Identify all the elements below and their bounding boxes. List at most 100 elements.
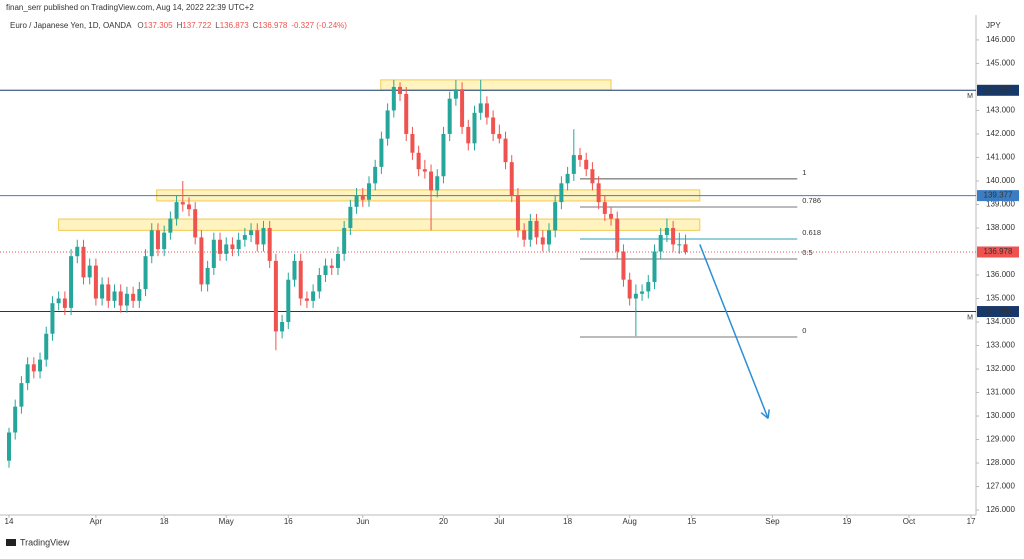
candle-body	[211, 239, 216, 268]
zone	[58, 218, 701, 231]
candle-body	[466, 126, 471, 144]
legend-change: -0.327 (-0.24%)	[291, 21, 347, 30]
candle-body	[44, 333, 49, 360]
x-tick-label: Sep	[765, 517, 780, 526]
candle-body	[435, 176, 440, 191]
legend-value: 137.722	[182, 21, 211, 30]
publisher: finan_serr published on TradingView.com,…	[6, 3, 254, 12]
legend-key: H	[177, 21, 183, 30]
candle-body	[143, 256, 148, 290]
candle-body	[596, 183, 601, 203]
candle-body	[565, 173, 570, 184]
y-tick-label: 129.000	[986, 435, 1015, 444]
candle-body	[255, 230, 260, 245]
candle-body	[366, 183, 371, 200]
candle-body	[584, 159, 589, 170]
candle-body	[25, 364, 30, 384]
candle-body	[522, 230, 527, 240]
candle-body	[180, 202, 185, 205]
candle-body	[571, 155, 576, 174]
y-tick-label: 132.000	[986, 364, 1015, 373]
candle-body	[627, 279, 632, 299]
y-axis-label: JPY	[986, 21, 1001, 30]
candle-body	[534, 220, 539, 238]
candle-body	[335, 253, 340, 268]
candle-body	[304, 298, 309, 301]
legend: Euro / Japanese Yen, 1D, OANDA O137.305 H1…	[10, 21, 347, 30]
tv-logo	[6, 539, 16, 546]
x-tick-label: Apr	[90, 517, 103, 526]
candle-body	[249, 230, 254, 236]
candle-body	[230, 244, 235, 250]
candle-body	[13, 406, 18, 433]
candle-body	[540, 237, 545, 245]
y-tick-label: 127.000	[986, 482, 1015, 491]
candle-body	[503, 138, 508, 163]
candle-body	[578, 155, 583, 160]
fib-label: 0	[802, 326, 806, 335]
y-tick-label: 142.000	[986, 129, 1015, 138]
y-tick-label: 128.000	[986, 458, 1015, 467]
x-tick-label: 17	[967, 517, 976, 526]
price-label: 143.857	[984, 85, 1013, 94]
candle-body	[385, 110, 390, 139]
candle-body	[261, 227, 266, 245]
y-tick-label: 145.000	[986, 59, 1015, 68]
candle-body	[671, 227, 676, 245]
candle-body	[298, 260, 303, 299]
candle-body	[509, 162, 514, 196]
candle-body	[137, 289, 142, 301]
legend-symbol: Euro / Japanese Yen, 1D, OANDA	[10, 21, 132, 30]
candle-body	[311, 291, 316, 301]
footer-logo: TradingView	[20, 537, 70, 547]
candle-body	[19, 383, 24, 407]
candle-body	[342, 227, 347, 254]
candle-body	[317, 274, 322, 292]
x-tick-label: 20	[439, 517, 448, 526]
candle-body	[652, 251, 657, 283]
candle-body	[460, 89, 465, 127]
candle-body	[646, 282, 651, 292]
candle-body	[267, 227, 272, 261]
candle-body	[31, 364, 36, 372]
candle-body	[546, 230, 551, 245]
fib-label: 0.618	[802, 228, 821, 237]
candle-body	[292, 260, 297, 280]
candle-body	[360, 195, 365, 200]
candle-body	[168, 218, 173, 233]
level-marker: M	[967, 314, 973, 321]
candle-body	[186, 204, 191, 210]
candle-body	[205, 267, 210, 285]
candle-body	[447, 98, 452, 134]
candle-body	[286, 279, 291, 323]
x-tick-label: 18	[160, 517, 169, 526]
x-tick-label: 18	[563, 517, 572, 526]
x-tick-label: Aug	[623, 517, 637, 526]
candle-body	[429, 171, 434, 191]
arrow-head	[767, 409, 770, 419]
candle-body	[379, 138, 384, 167]
price-label-bg	[977, 306, 1019, 318]
x-tick-label: 14	[5, 517, 14, 526]
x-tick-label: Jun	[356, 517, 369, 526]
candle-body	[224, 244, 229, 254]
candle-body	[615, 218, 620, 252]
candle-body	[348, 206, 353, 228]
price-label-bg	[977, 84, 1019, 96]
x-tick-label: 15	[687, 517, 696, 526]
candle-body	[273, 260, 278, 332]
candle-body	[559, 183, 564, 203]
fib-label: 0.5	[802, 248, 812, 257]
candle-body	[602, 202, 607, 214]
candle-body	[118, 291, 123, 306]
candle-body	[106, 284, 111, 301]
legend-value: 136.978	[258, 21, 287, 30]
zone	[380, 79, 612, 91]
legend-value: 137.305	[144, 21, 173, 30]
price-label-bg	[977, 190, 1019, 202]
level-marker: M	[967, 93, 973, 100]
y-tick-label: 140.000	[986, 176, 1015, 185]
candle-body	[410, 133, 415, 153]
